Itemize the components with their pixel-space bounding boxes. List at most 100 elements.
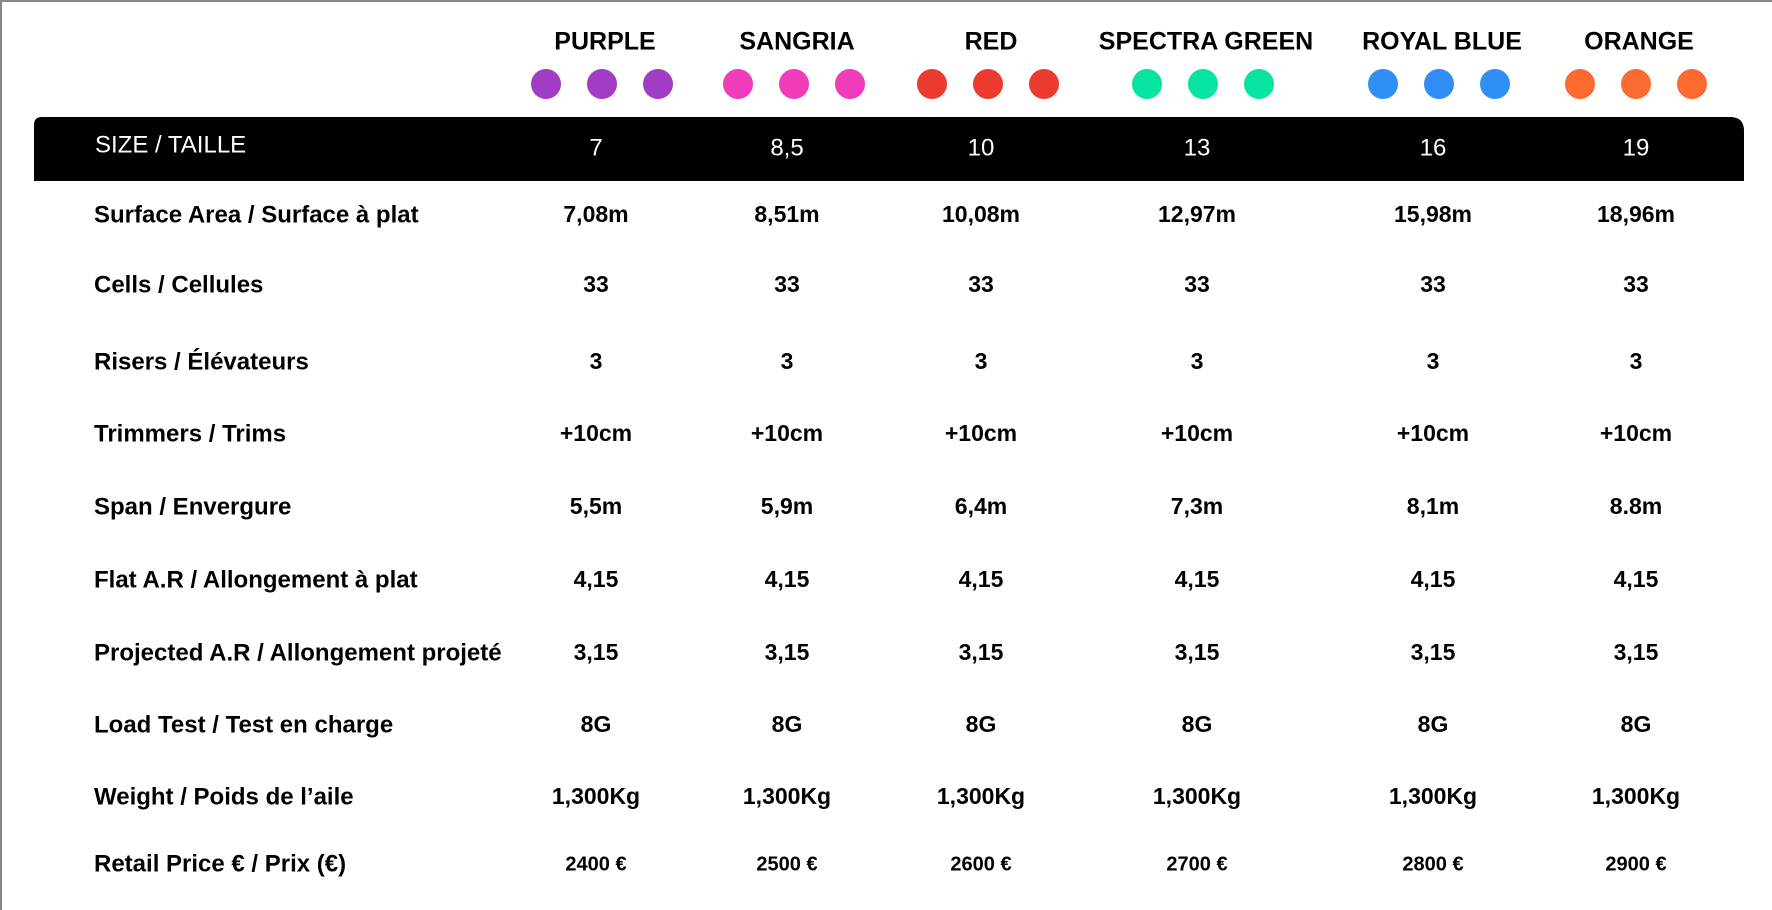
cell-value: 7,08m xyxy=(563,201,628,227)
cell-value: 2800 € xyxy=(1402,853,1463,875)
row-label: Projected A.R / Allongement projeté xyxy=(94,639,502,666)
cell-value: 5,5m xyxy=(570,493,622,519)
cell-value: 33 xyxy=(1623,271,1649,297)
cell-value: 1,300Kg xyxy=(937,783,1025,809)
cell-value: 3,15 xyxy=(1411,639,1456,665)
cell-value: 8G xyxy=(581,711,612,737)
cell-value: 8,1m xyxy=(1407,493,1459,519)
cell-value: 3 xyxy=(1630,348,1643,374)
header-label: SIZE / TAILLE xyxy=(95,131,246,158)
cell-value: 3,15 xyxy=(1614,639,1659,665)
cell-value: 1,300Kg xyxy=(1389,783,1477,809)
cell-value: 7,3m xyxy=(1171,493,1223,519)
cell-value: 33 xyxy=(774,271,800,297)
size-value: 13 xyxy=(1184,134,1211,161)
cell-value: +10cm xyxy=(560,420,632,446)
size-value: 8,5 xyxy=(770,134,803,161)
cell-value: 4,15 xyxy=(1175,566,1220,592)
color-name: RED xyxy=(965,28,1018,56)
cell-value: 33 xyxy=(583,271,609,297)
color-swatch xyxy=(1188,69,1218,99)
color-swatch xyxy=(779,69,809,99)
cell-value: 2500 € xyxy=(756,853,817,875)
color-swatch xyxy=(1029,69,1059,99)
row-label: Flat A.R / Allongement à plat xyxy=(94,566,418,593)
cell-value: 33 xyxy=(1184,271,1210,297)
cell-value: +10cm xyxy=(945,420,1017,446)
row-label: Span / Envergure xyxy=(94,493,291,520)
color-swatch xyxy=(1132,69,1162,99)
cell-value: 4,15 xyxy=(1614,566,1659,592)
cell-value: 6,4m xyxy=(955,493,1007,519)
color-swatch xyxy=(1424,69,1454,99)
cell-value: 2600 € xyxy=(950,853,1011,875)
cell-value: 3 xyxy=(781,348,794,374)
cell-value: 8G xyxy=(1418,711,1449,737)
cell-value: 3,15 xyxy=(765,639,810,665)
color-swatch xyxy=(917,69,947,99)
cell-value: 8G xyxy=(1621,711,1652,737)
cell-value: 4,15 xyxy=(1411,566,1456,592)
color-name: ROYAL BLUE xyxy=(1362,28,1522,56)
cell-value: 8G xyxy=(1182,711,1213,737)
cell-value: +10cm xyxy=(751,420,823,446)
cell-value: 3 xyxy=(975,348,988,374)
cell-value: 1,300Kg xyxy=(1592,783,1680,809)
cell-value: 3,15 xyxy=(574,639,619,665)
color-swatch xyxy=(1244,69,1274,99)
color-swatch xyxy=(835,69,865,99)
cell-value: +10cm xyxy=(1397,420,1469,446)
cell-value: 3,15 xyxy=(1175,639,1220,665)
cell-value: 4,15 xyxy=(574,566,619,592)
cell-value: 4,15 xyxy=(959,566,1004,592)
cell-value: 8.8m xyxy=(1610,493,1662,519)
color-swatch xyxy=(1368,69,1398,99)
header-bar xyxy=(34,117,1744,181)
cell-value: 2700 € xyxy=(1166,853,1227,875)
color-swatch xyxy=(1565,69,1595,99)
row-label: Load Test / Test en charge xyxy=(94,711,393,738)
cell-value: 12,97m xyxy=(1158,201,1236,227)
color-name: PURPLE xyxy=(554,28,655,56)
row-label: Surface Area / Surface à plat xyxy=(94,201,419,228)
color-name: SPECTRA GREEN xyxy=(1099,28,1313,56)
color-swatch xyxy=(723,69,753,99)
row-label: Weight / Poids de l’aile xyxy=(94,783,354,810)
cell-value: 33 xyxy=(968,271,994,297)
color-swatch xyxy=(643,69,673,99)
row-label: Cells / Cellules xyxy=(94,271,263,298)
color-swatch xyxy=(531,69,561,99)
cell-value: 5,9m xyxy=(761,493,813,519)
cell-value: 18,96m xyxy=(1597,201,1675,227)
cell-value: 1,300Kg xyxy=(1153,783,1241,809)
color-swatch xyxy=(1480,69,1510,99)
color-swatch xyxy=(973,69,1003,99)
cell-value: +10cm xyxy=(1600,420,1672,446)
row-label: Risers / Élévateurs xyxy=(94,347,309,375)
color-swatch xyxy=(1621,69,1651,99)
row-label: Retail Price € / Prix (€) xyxy=(94,850,346,877)
cell-value: 3 xyxy=(590,348,603,374)
cell-value: 33 xyxy=(1420,271,1446,297)
cell-value: 8G xyxy=(966,711,997,737)
cell-value: 8G xyxy=(772,711,803,737)
cell-value: 3 xyxy=(1427,348,1440,374)
cell-value: 2900 € xyxy=(1605,853,1666,875)
cell-value: 3,15 xyxy=(959,639,1004,665)
color-name: SANGRIA xyxy=(739,28,854,56)
color-swatch xyxy=(1677,69,1707,99)
cell-value: 8,51m xyxy=(754,201,819,227)
cell-value: +10cm xyxy=(1161,420,1233,446)
cell-value: 4,15 xyxy=(765,566,810,592)
cell-value: 15,98m xyxy=(1394,201,1472,227)
cell-value: 3 xyxy=(1191,348,1204,374)
cell-value: 10,08m xyxy=(942,201,1020,227)
size-value: 16 xyxy=(1420,134,1447,161)
size-value: 19 xyxy=(1623,134,1650,161)
cell-value: 1,300Kg xyxy=(743,783,831,809)
row-label: Trimmers / Trims xyxy=(94,420,286,447)
cell-value: 1,300Kg xyxy=(552,783,640,809)
color-swatch xyxy=(587,69,617,99)
cell-value: 2400 € xyxy=(565,853,626,875)
